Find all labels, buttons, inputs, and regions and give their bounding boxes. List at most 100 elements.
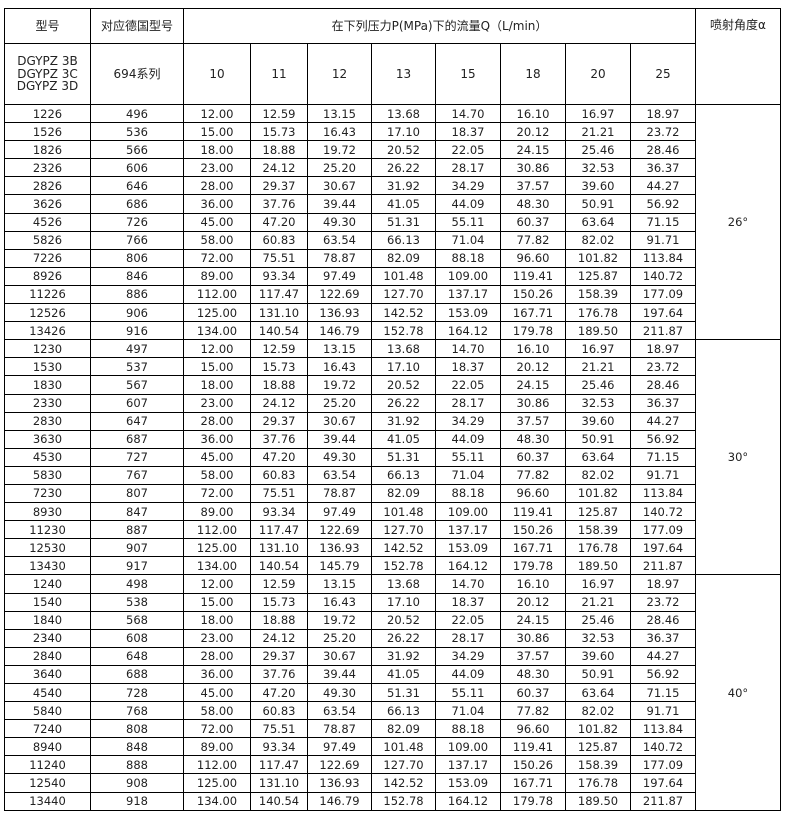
flow-cell: 146.79 — [307, 321, 372, 341]
flow-cell: 97.49 — [307, 502, 372, 522]
flow-cell: 93.34 — [250, 737, 308, 757]
model-cell: 2326 — [4, 158, 91, 178]
flow-cell: 25.46 — [565, 610, 631, 630]
flow-cell: 47.20 — [250, 212, 308, 232]
flow-cell: 24.15 — [500, 140, 566, 160]
table-row: 1226 496 12.00 12.59 13.15 13.68 14.70 16.10 16.… — [4, 103, 781, 341]
table-row: 1230 497 12.00 12.59 13.15 13.68 14.70 16.10 16.… — [4, 339, 781, 576]
model-cell: 13430 — [4, 556, 91, 576]
table-row: 11226 886 112.00 117.47 122.69 127.70 137.17 15… — [4, 284, 781, 305]
model-cell: 4526 — [4, 212, 91, 232]
flow-cell: 20.12 — [500, 122, 566, 142]
table-row: 3630 687 36.00 37.76 39.44 41.05 44.09 48.30 50.… — [4, 429, 781, 449]
flow-cell: 101.48 — [371, 266, 436, 286]
flow-cell: 14.70 — [435, 339, 501, 359]
flow-cell: 17.10 — [371, 592, 436, 612]
flow-cell: 31.92 — [371, 646, 436, 666]
flow-cell: 32.53 — [565, 393, 631, 413]
flow-cell: 13.15 — [307, 574, 372, 594]
flow-cell: 15.00 — [183, 592, 251, 612]
flow-cell: 26.22 — [371, 393, 436, 413]
flow-cell: 122.69 — [307, 755, 372, 775]
model-cell: 2340 — [4, 628, 91, 648]
flow-cell: 77.82 — [500, 701, 566, 721]
flow-cell: 28.17 — [435, 158, 501, 178]
flow-cell: 97.49 — [307, 737, 372, 757]
flow-cell: 78.87 — [307, 248, 372, 268]
table-row: 3640 688 36.00 37.76 39.44 41.05 44.09 48.30 50.… — [4, 664, 781, 685]
flow-cell: 136.93 — [307, 773, 372, 793]
model-cell: 4540 — [4, 682, 91, 703]
flow-cell: 82.09 — [371, 483, 436, 504]
flow-cell: 39.44 — [307, 194, 372, 214]
german-model-cell: 767 — [90, 465, 184, 485]
flow-cell: 39.60 — [565, 646, 631, 666]
flow-cell: 39.60 — [565, 176, 631, 196]
flow-cell: 34.29 — [435, 411, 501, 431]
header-flow-title: 在下列压力P(MPa)下的流量Q（L/min） — [183, 8, 696, 44]
model-cell: 5826 — [4, 230, 91, 250]
flow-cell: 146.79 — [307, 791, 372, 811]
model-cell: 2830 — [4, 411, 91, 431]
german-model-cell: 907 — [90, 538, 184, 558]
flow-cell: 30.67 — [307, 646, 372, 666]
flow-cell: 179.78 — [500, 321, 566, 341]
flow-cell: 15.73 — [250, 592, 308, 612]
flow-cell: 117.47 — [250, 520, 308, 540]
flow-cell: 189.50 — [565, 556, 631, 576]
flow-cell: 197.64 — [630, 538, 696, 558]
table-row: 11240 888 112.00 117.47 122.69 127.70 137.17 15… — [4, 755, 781, 775]
flow-cell: 197.64 — [630, 303, 696, 323]
flow-cell: 101.82 — [565, 483, 631, 504]
table-row: 2340 608 23.00 24.12 25.20 26.22 28.17 30.86 32.… — [4, 628, 781, 648]
model-cell: 2330 — [4, 393, 91, 413]
flow-cell: 142.52 — [371, 303, 436, 323]
model-cell: 11230 — [4, 520, 91, 540]
flow-cell: 122.69 — [307, 520, 372, 540]
flow-cell: 60.37 — [500, 682, 566, 703]
flow-cell: 71.04 — [435, 230, 501, 250]
model-cell: 5840 — [4, 701, 91, 721]
flow-cell: 91.71 — [630, 701, 696, 721]
flow-cell: 125.87 — [565, 266, 631, 286]
flow-cell: 21.21 — [565, 592, 631, 612]
flow-cell: 189.50 — [565, 321, 631, 341]
spray-angle-cell: 30° — [695, 339, 781, 576]
flow-cell: 75.51 — [250, 248, 308, 268]
german-model-cell: 538 — [90, 592, 184, 612]
flow-cell: 125.87 — [565, 737, 631, 757]
flow-cell: 16.97 — [565, 339, 631, 359]
flow-cell: 150.26 — [500, 520, 566, 540]
flow-cell: 37.76 — [250, 429, 308, 449]
flow-cell: 36.37 — [630, 393, 696, 413]
flow-cell: 34.29 — [435, 646, 501, 666]
german-model-cell: 847 — [90, 502, 184, 522]
flow-cell: 177.09 — [630, 755, 696, 775]
model-cell: 3626 — [4, 194, 91, 214]
flow-cell: 20.52 — [371, 140, 436, 160]
table-row: 2326 606 23.00 24.12 25.20 26.22 28.17 30.86 32.… — [4, 158, 781, 178]
table-row: 1526 536 15.00 15.73 16.43 17.10 18.37 20.12 21.… — [4, 122, 781, 142]
flow-cell: 109.00 — [435, 737, 501, 757]
spray-angle-cell: 26° — [695, 103, 781, 341]
flow-cell: 51.31 — [371, 447, 436, 467]
flow-cell: 140.54 — [250, 321, 308, 341]
model-cell: 1526 — [4, 122, 91, 142]
flow-cell: 60.83 — [250, 230, 308, 250]
flow-cell: 134.00 — [183, 321, 251, 341]
flow-cell: 39.44 — [307, 429, 372, 449]
flow-cell: 17.10 — [371, 357, 436, 377]
flow-cell: 93.34 — [250, 502, 308, 522]
flow-cell: 23.00 — [183, 628, 251, 648]
flow-cell: 18.97 — [630, 574, 696, 594]
flow-cell: 153.09 — [435, 538, 501, 558]
flow-cell: 32.53 — [565, 628, 631, 648]
model-cell: 11226 — [4, 284, 91, 305]
flow-cell: 211.87 — [630, 321, 696, 341]
flow-cell: 96.60 — [500, 719, 566, 739]
flow-cell: 25.20 — [307, 628, 372, 648]
flow-cell: 125.00 — [183, 303, 251, 323]
flow-cell: 12.59 — [250, 103, 308, 124]
header-model: 型号 — [4, 8, 91, 44]
flow-cell: 31.92 — [371, 411, 436, 431]
